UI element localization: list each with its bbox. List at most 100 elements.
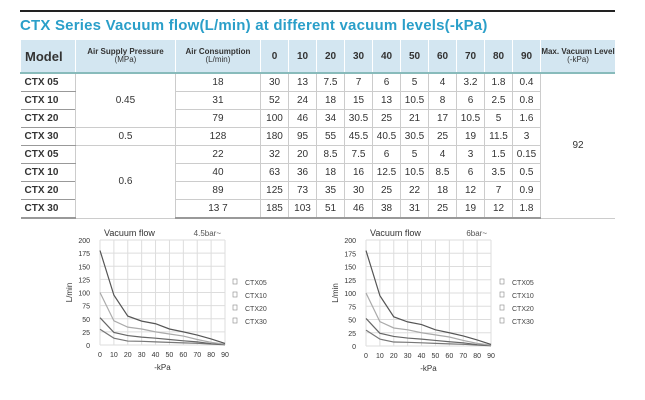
flow-cell: 4 <box>428 145 457 164</box>
legend-swatch <box>499 304 505 311</box>
chart-title: Vacuum flow <box>370 228 421 238</box>
flow-cell: 18 <box>428 181 457 200</box>
flow-cell: 100 <box>260 109 289 128</box>
y-tick-label: 150 <box>78 264 90 271</box>
legend-swatch <box>232 317 238 324</box>
flow-cell: 46 <box>344 199 373 219</box>
flow-cell: 55 <box>316 127 345 146</box>
flow-cell: 185 <box>260 199 289 219</box>
flow-cell: 11.5 <box>484 127 513 146</box>
flow-cell: 30.5 <box>400 127 429 146</box>
y-axis-label: L/min <box>331 283 340 303</box>
header-max-vacuum: Max. Vacuum Level (-kPa) <box>540 40 615 74</box>
legend-label: CTX05 <box>245 280 267 287</box>
y-tick-label: 150 <box>344 265 356 272</box>
flow-cell: 1.8 <box>484 73 513 92</box>
x-tick-label: 70 <box>459 353 467 360</box>
table-row: CTX 10 31 52 24 18 15 13 10.5 8 6 2.5 0.8 <box>20 91 616 110</box>
x-tick-label: 30 <box>404 353 412 360</box>
flow-cell: 18 <box>316 91 345 110</box>
flow-cell: 25 <box>372 109 401 128</box>
series-line-ctx20 <box>365 292 492 346</box>
flow-cell: 51 <box>316 199 345 219</box>
flow-cell: 38 <box>372 199 401 219</box>
flow-cell: 35 <box>316 181 345 200</box>
x-tick-label: 80 <box>473 353 481 360</box>
page-title: CTX Series Vacuum flow(L/min) at differe… <box>20 17 488 34</box>
model-cell: CTX 20 <box>20 109 76 128</box>
vacuum-flow-table: Model Air Supply Pressure (MPa) Air Consu… <box>20 40 615 219</box>
chart-subtitle: 6bar~ <box>466 229 487 238</box>
y-tick-label: 125 <box>344 278 356 285</box>
flow-cell: 30 <box>260 73 289 92</box>
flow-cell: 34 <box>316 109 345 128</box>
x-tick-label: 40 <box>152 352 160 359</box>
supply-pressure-cell: 0.45 <box>74 73 176 128</box>
x-tick-label: 70 <box>193 352 201 359</box>
flow-cell: 13 <box>288 73 317 92</box>
flow-cell: 7.5 <box>316 73 345 92</box>
y-tick-label: 175 <box>344 251 356 258</box>
flow-cell: 18 <box>316 163 345 182</box>
x-tick-label: 20 <box>390 353 398 360</box>
flow-cell: 0.4 <box>512 73 541 92</box>
flow-cell: 20 <box>288 145 317 164</box>
consumption-cell: 22 <box>174 145 261 164</box>
flow-cell: 0.8 <box>512 91 541 110</box>
flow-cell: 63 <box>260 163 289 182</box>
x-axis-label: -kPa <box>154 363 171 372</box>
model-cell: CTX 10 <box>20 163 76 182</box>
legend-label: CTX10 <box>512 293 534 300</box>
flow-cell: 16 <box>344 163 373 182</box>
flow-cell: 32 <box>260 145 289 164</box>
legend-label: CTX10 <box>245 293 267 300</box>
y-tick-label: 25 <box>82 330 90 337</box>
flow-cell: 30.5 <box>344 109 373 128</box>
header-level: 30 <box>344 40 373 74</box>
legend-swatch <box>499 317 505 324</box>
x-tick-label: 50 <box>432 353 440 360</box>
series-line-ctx10 <box>99 317 226 346</box>
header-consumption: Air Consumption (L/min) <box>174 40 261 74</box>
x-tick-label: 30 <box>138 352 146 359</box>
x-tick-label: 0 <box>98 352 102 359</box>
y-tick-label: 200 <box>78 238 90 245</box>
flow-cell: 12 <box>484 199 513 219</box>
x-tick-label: 0 <box>364 353 368 360</box>
legend-label: CTX30 <box>512 319 534 326</box>
header-level: 50 <box>400 40 429 74</box>
consumption-cell: 31 <box>174 91 261 110</box>
table-row: CTX 05 0.45 18 30 13 7.5 7 6 5 4 3.2 1.8 0.4 92 <box>20 73 615 219</box>
y-tick-label: 100 <box>344 291 356 298</box>
flow-cell: 22 <box>400 181 429 200</box>
flow-cell: 25 <box>428 127 457 146</box>
chart-title: Vacuum flow <box>104 228 155 238</box>
x-tick-label: 90 <box>221 352 229 359</box>
x-tick-label: 90 <box>487 353 495 360</box>
flow-cell: 4 <box>428 73 457 92</box>
flow-cell: 5 <box>400 145 429 164</box>
flow-cell: 25 <box>372 181 401 200</box>
flow-cell: 13 <box>372 91 401 110</box>
flow-cell: 1.5 <box>484 145 513 164</box>
x-tick-label: 80 <box>207 352 215 359</box>
model-cell: CTX 05 <box>20 145 76 164</box>
legend-swatch <box>499 278 505 285</box>
flow-cell: 6 <box>372 145 401 164</box>
flow-cell: 3 <box>512 127 541 146</box>
legend-label: CTX05 <box>512 280 534 287</box>
y-tick-label: 75 <box>82 304 90 311</box>
header-level: 90 <box>512 40 541 74</box>
y-tick-label: 50 <box>348 318 356 325</box>
x-tick-label: 50 <box>166 352 174 359</box>
consumption-cell: 40 <box>174 163 261 182</box>
x-tick-label: 60 <box>179 352 187 359</box>
flow-cell: 6 <box>372 73 401 92</box>
y-axis-label: L/min <box>65 283 74 303</box>
legend-swatch <box>232 304 238 311</box>
chart-subtitle: 4.5bar~ <box>194 229 222 238</box>
x-tick-label: 20 <box>124 352 132 359</box>
flow-cell: 21 <box>400 109 429 128</box>
flow-cell: 6 <box>456 163 485 182</box>
top-rule <box>20 10 615 12</box>
